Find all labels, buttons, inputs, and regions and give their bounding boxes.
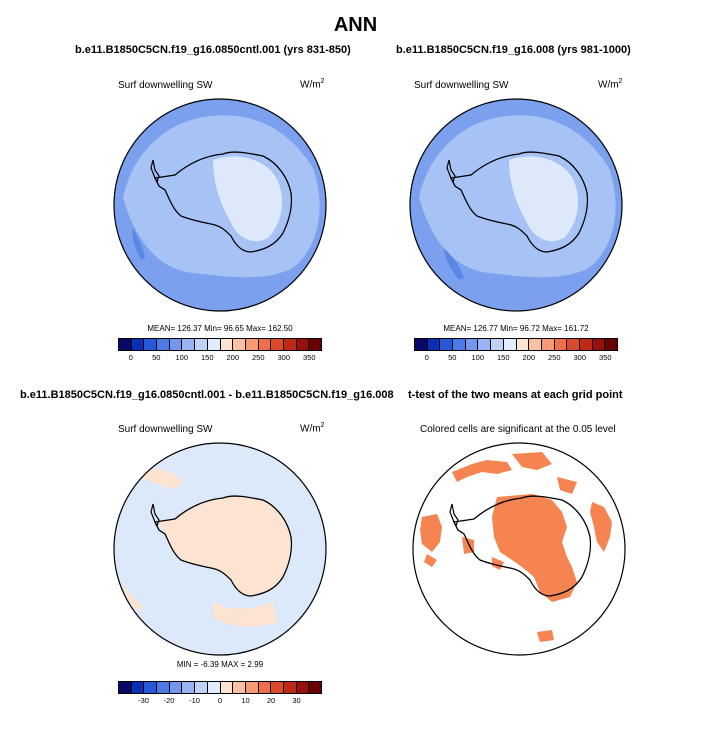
colorbar-swatch bbox=[427, 339, 441, 350]
colorbar-tick-label: 50 bbox=[448, 353, 457, 362]
panel-1-variable-label: Surf downwelling SW bbox=[118, 80, 213, 91]
colorbar-swatch bbox=[541, 339, 555, 350]
colorbar-tick-label: 0 bbox=[217, 696, 223, 705]
colorbar-swatch bbox=[478, 339, 492, 350]
colorbar-swatch bbox=[233, 682, 246, 693]
colorbar-tick-label: 150 bbox=[200, 353, 214, 362]
colorbar-swatch bbox=[245, 339, 259, 350]
panel-1-title: b.e11.B1850C5CN.f19_g16.0850cntl.001 (yr… bbox=[75, 44, 351, 56]
colorbar-swatch bbox=[258, 339, 272, 350]
colorbar-tick-label: 350 bbox=[598, 353, 612, 362]
colorbar-swatch bbox=[195, 339, 208, 350]
panel-3-units: W/m2 bbox=[300, 422, 325, 435]
colorbar-swatch bbox=[258, 682, 272, 693]
colorbar-tick-label: 30 bbox=[292, 696, 301, 705]
colorbar-swatch bbox=[157, 682, 170, 693]
colorbar-swatch bbox=[529, 339, 542, 350]
colorbar-tick-label: -20 bbox=[163, 696, 175, 705]
colorbar-swatch bbox=[567, 339, 580, 350]
colorbar-swatch bbox=[491, 339, 504, 350]
panel-2-stats: MEAN= 126.77 Min= 96.72 Max= 161.72 bbox=[443, 324, 589, 333]
colorbar-swatch bbox=[169, 682, 183, 693]
colorbar-swatch bbox=[271, 682, 284, 693]
page-title: ANN bbox=[333, 14, 378, 36]
colorbar-swatch bbox=[245, 682, 259, 693]
panel-2-title: b.e11.B1850C5CN.f19_g16.008 (yrs 981-100… bbox=[396, 44, 631, 56]
colorbar-swatch bbox=[207, 339, 221, 350]
panel-2-colorbar: 0 50 100 150 200 250 300 350 bbox=[414, 338, 618, 362]
colorbar-tick-label: 150 bbox=[496, 353, 510, 362]
colorbar-swatch bbox=[592, 339, 606, 350]
colorbar-swatch bbox=[296, 339, 310, 350]
panel-3-variable-label: Surf downwelling SW bbox=[118, 424, 213, 435]
colorbar-tick-label: 250 bbox=[547, 353, 561, 362]
colorbar-tick-label: 100 bbox=[175, 353, 189, 362]
colorbar-swatch bbox=[465, 339, 479, 350]
colorbar-tick-label: 300 bbox=[277, 353, 291, 362]
panel-2-units: W/m2 bbox=[598, 78, 623, 91]
colorbar-tick-label: 350 bbox=[302, 353, 316, 362]
colorbar-swatch bbox=[220, 339, 234, 350]
colorbar-swatch bbox=[233, 339, 246, 350]
colorbar-swatch bbox=[182, 339, 196, 350]
colorbar-swatch bbox=[182, 682, 196, 693]
map-ice-inner bbox=[213, 156, 283, 242]
colorbar-swatch bbox=[131, 682, 145, 693]
colorbar-tick-label: 100 bbox=[471, 353, 485, 362]
panel-2-variable-label: Surf downwelling SW bbox=[414, 80, 509, 91]
colorbar-tick-label: 50 bbox=[152, 353, 161, 362]
colorbar-swatch bbox=[283, 339, 297, 350]
colorbar-tick-label: 0 bbox=[128, 353, 133, 362]
colorbar-swatch bbox=[195, 682, 208, 693]
colorbar-tick-label: -30 bbox=[138, 696, 149, 705]
panel-1-stats: MEAN= 126.37 Min= 96.65 Max= 162.50 bbox=[147, 324, 293, 333]
colorbar-swatch bbox=[144, 682, 158, 693]
panel-3-title: b.e11.B1850C5CN.f19_g16.0850cntl.001 - b… bbox=[20, 389, 394, 401]
colorbar-swatch bbox=[283, 682, 297, 693]
panel-1-map bbox=[113, 98, 327, 312]
colorbar-swatch bbox=[220, 682, 234, 693]
colorbar-swatch bbox=[516, 339, 530, 350]
panel-4-title: t-test of the two means at each grid poi… bbox=[408, 389, 623, 401]
colorbar-tick-label: 300 bbox=[573, 353, 587, 362]
colorbar-tick-label: 250 bbox=[251, 353, 265, 362]
colorbar-swatch bbox=[207, 682, 221, 693]
colorbar-swatch bbox=[131, 339, 145, 350]
panel-4-map bbox=[412, 442, 626, 656]
colorbar-swatch bbox=[503, 339, 517, 350]
panel-3-map bbox=[113, 442, 327, 656]
panel-2-map bbox=[409, 98, 623, 312]
map-boundary bbox=[113, 98, 327, 312]
colorbar-tick-label: 10 bbox=[241, 696, 250, 705]
colorbar-swatch bbox=[144, 339, 158, 350]
colorbar-swatch bbox=[453, 339, 466, 350]
panel-1-colorbar: 0 50 100 150 200 250 300 350 bbox=[118, 338, 322, 362]
panel-1-units: W/m2 bbox=[300, 78, 325, 91]
colorbar-swatch bbox=[309, 682, 321, 693]
colorbar-swatch bbox=[415, 339, 428, 350]
colorbar-swatch bbox=[119, 339, 132, 350]
colorbar-swatch bbox=[119, 682, 132, 693]
colorbar-swatch bbox=[554, 339, 568, 350]
colorbar-swatch bbox=[605, 339, 617, 350]
colorbar-tick-label: 200 bbox=[226, 353, 240, 362]
colorbar-swatch bbox=[157, 339, 170, 350]
colorbar-tick-label: 20 bbox=[266, 696, 276, 705]
colorbar-tick-label: 200 bbox=[522, 353, 536, 362]
antarctica-coastline bbox=[154, 151, 293, 253]
colorbar-swatch bbox=[169, 339, 183, 350]
panel-3-colorbar: -30 -20 -10 0 10 20 30 bbox=[118, 681, 322, 705]
colorbar-swatch bbox=[296, 682, 310, 693]
colorbar-swatch bbox=[309, 339, 321, 350]
colorbar-swatch bbox=[579, 339, 593, 350]
panel-3-stats: MIN = -6.39 MAX = 2.99 bbox=[176, 660, 264, 669]
colorbar-swatch bbox=[271, 339, 284, 350]
colorbar-swatch bbox=[440, 339, 454, 350]
panel-4-subtitle: Colored cells are significant at the 0.0… bbox=[420, 424, 616, 435]
significant-cells bbox=[420, 452, 612, 642]
colorbar-tick-label: 0 bbox=[424, 353, 429, 362]
colorbar-tick-label: -10 bbox=[189, 696, 200, 705]
